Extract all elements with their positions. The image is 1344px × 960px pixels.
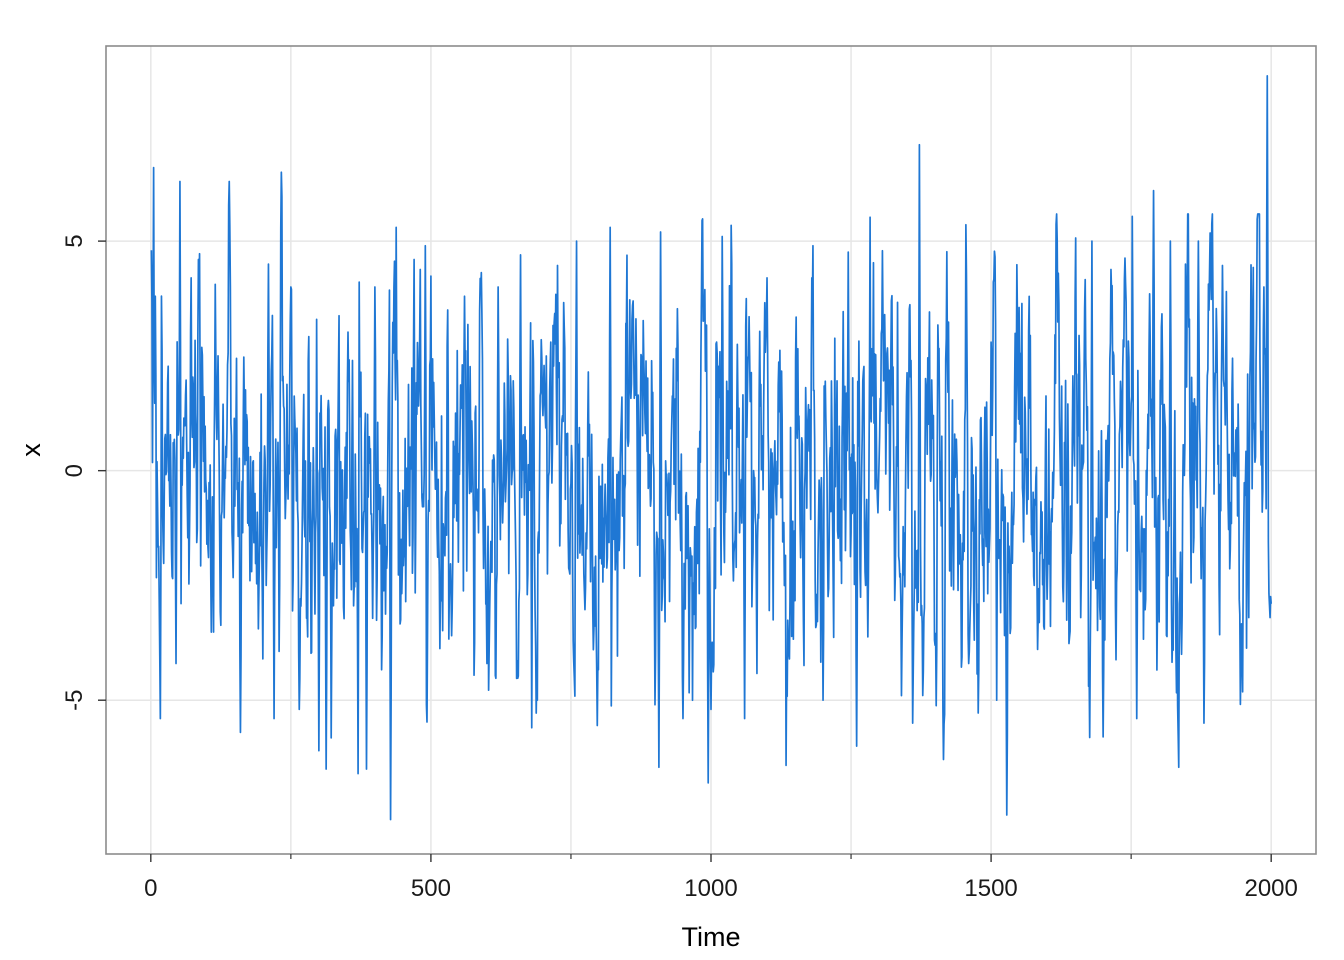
ticks: 0 500 1000 1500 2000 -5 0 5 bbox=[61, 234, 1298, 902]
y-axis-title: x bbox=[16, 443, 46, 457]
x-tick-label: 500 bbox=[411, 875, 451, 902]
x-tick-label: 1500 bbox=[964, 875, 1017, 902]
y-tick-label: 5 bbox=[61, 234, 88, 247]
x-tick-label: 1000 bbox=[684, 875, 737, 902]
x-tick-label: 2000 bbox=[1244, 875, 1297, 902]
x-axis-title: Time bbox=[682, 922, 741, 952]
x-tick-label: 0 bbox=[144, 875, 157, 902]
y-tick-label: 0 bbox=[61, 464, 88, 477]
y-tick-label: -5 bbox=[61, 690, 88, 711]
series-layer bbox=[150, 74, 1273, 821]
series-line bbox=[150, 74, 1273, 821]
